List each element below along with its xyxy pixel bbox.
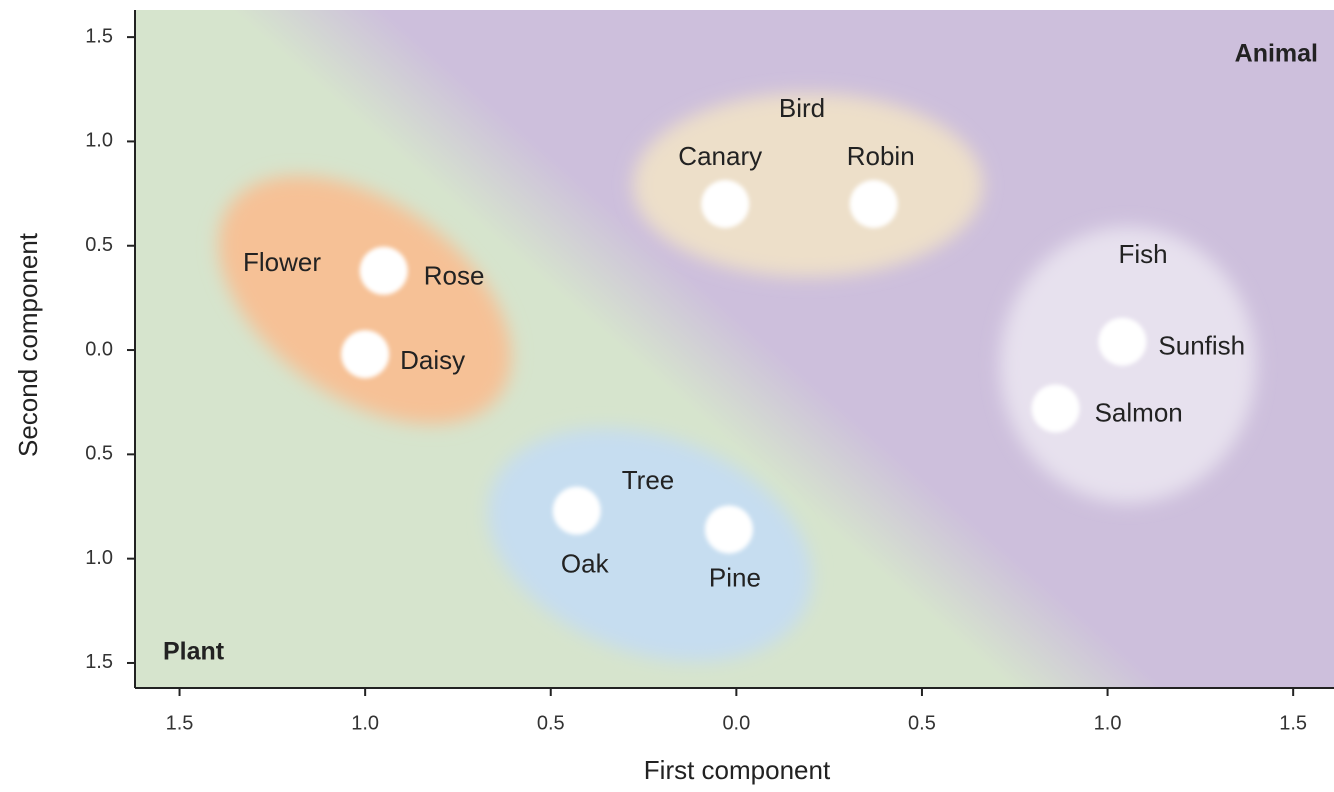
point-label: Salmon	[1095, 397, 1183, 427]
point	[552, 486, 601, 535]
x-tick-label: 0.5	[908, 712, 936, 734]
point-label: Pine	[709, 562, 761, 592]
x-tick-label: 1.0	[1094, 712, 1122, 734]
point	[849, 180, 898, 229]
group-region	[633, 93, 983, 277]
point-label: Oak	[561, 549, 610, 579]
point-label: Daisy	[400, 345, 465, 375]
x-tick-label: 0.5	[537, 712, 565, 734]
y-tick-label: 0.5	[85, 443, 113, 465]
region-label: Plant	[163, 638, 225, 666]
x-tick-label: 0.0	[722, 712, 750, 734]
x-tick-label: 1.5	[1279, 712, 1307, 734]
y-tick-label: 1.0	[85, 547, 113, 569]
x-axis-label: First component	[644, 755, 831, 785]
point-label: Rose	[424, 261, 485, 291]
group-region	[218, 175, 512, 425]
x-tick-label: 1.5	[166, 712, 194, 734]
y-tick-label: 1.5	[85, 25, 113, 47]
group-region	[487, 428, 813, 662]
point	[341, 330, 390, 379]
point-label: Sunfish	[1158, 331, 1245, 361]
y-tick-label: 0.0	[85, 338, 113, 360]
point	[1031, 384, 1080, 433]
y-tick-label: 1.0	[85, 130, 113, 152]
group-label: Flower	[243, 247, 321, 277]
y-tick-label: 1.5	[85, 651, 113, 673]
point	[1098, 317, 1147, 366]
group-label: Bird	[779, 93, 825, 123]
group-label: Fish	[1118, 239, 1167, 269]
region-label: Animal	[1235, 40, 1318, 68]
point-label: Canary	[678, 141, 762, 171]
point-label: Robin	[847, 141, 915, 171]
point	[359, 246, 408, 295]
group-label: Tree	[622, 465, 675, 495]
point	[701, 180, 750, 229]
y-tick-label: 0.5	[85, 234, 113, 256]
x-tick-label: 1.0	[351, 712, 379, 734]
y-axis-label: Second component	[13, 232, 43, 457]
point	[704, 505, 753, 554]
